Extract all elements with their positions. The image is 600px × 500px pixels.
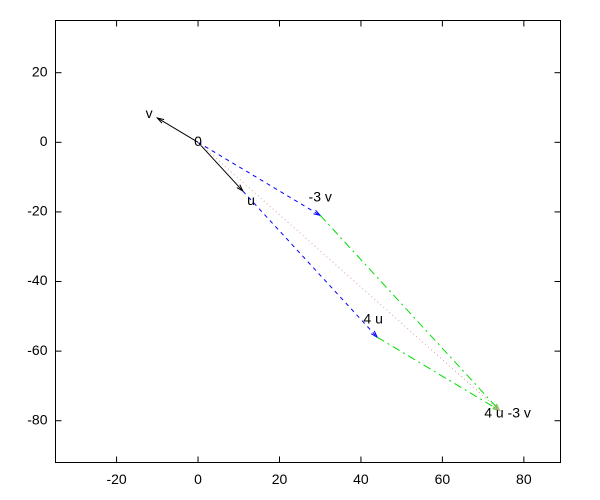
x-tick-label: 40 bbox=[353, 471, 369, 487]
arrow-head bbox=[155, 117, 165, 124]
vector-line bbox=[376, 336, 500, 411]
x-tick-label: 80 bbox=[516, 471, 532, 487]
y-tick-label: -60 bbox=[27, 342, 47, 358]
vector-label: 0 bbox=[194, 133, 202, 149]
x-tick-label: 60 bbox=[435, 471, 451, 487]
vector-label: u bbox=[247, 192, 255, 208]
vector-line bbox=[197, 141, 500, 411]
y-tick-label: -40 bbox=[27, 272, 47, 288]
arrow-head bbox=[492, 404, 501, 412]
y-tick-label: -20 bbox=[27, 203, 47, 219]
vector-label: v bbox=[146, 105, 153, 121]
vector-line bbox=[319, 215, 500, 411]
y-tick-label: 0 bbox=[40, 133, 48, 149]
vector-line bbox=[242, 190, 378, 338]
vector-line bbox=[157, 117, 199, 143]
plot-frame bbox=[55, 20, 561, 463]
x-tick-label: 0 bbox=[194, 471, 202, 487]
arrow-head bbox=[236, 184, 244, 193]
y-tick-label: -80 bbox=[27, 411, 47, 427]
vector-line bbox=[197, 141, 244, 192]
vector-label: 4 u bbox=[363, 311, 382, 327]
vector-line bbox=[197, 141, 321, 216]
x-tick-label: 20 bbox=[272, 471, 288, 487]
y-tick-label: 20 bbox=[32, 63, 48, 79]
vector-label: 4 u -3 v bbox=[484, 404, 531, 420]
vector-label: -3 v bbox=[309, 189, 332, 205]
x-tick-label: -20 bbox=[106, 471, 126, 487]
